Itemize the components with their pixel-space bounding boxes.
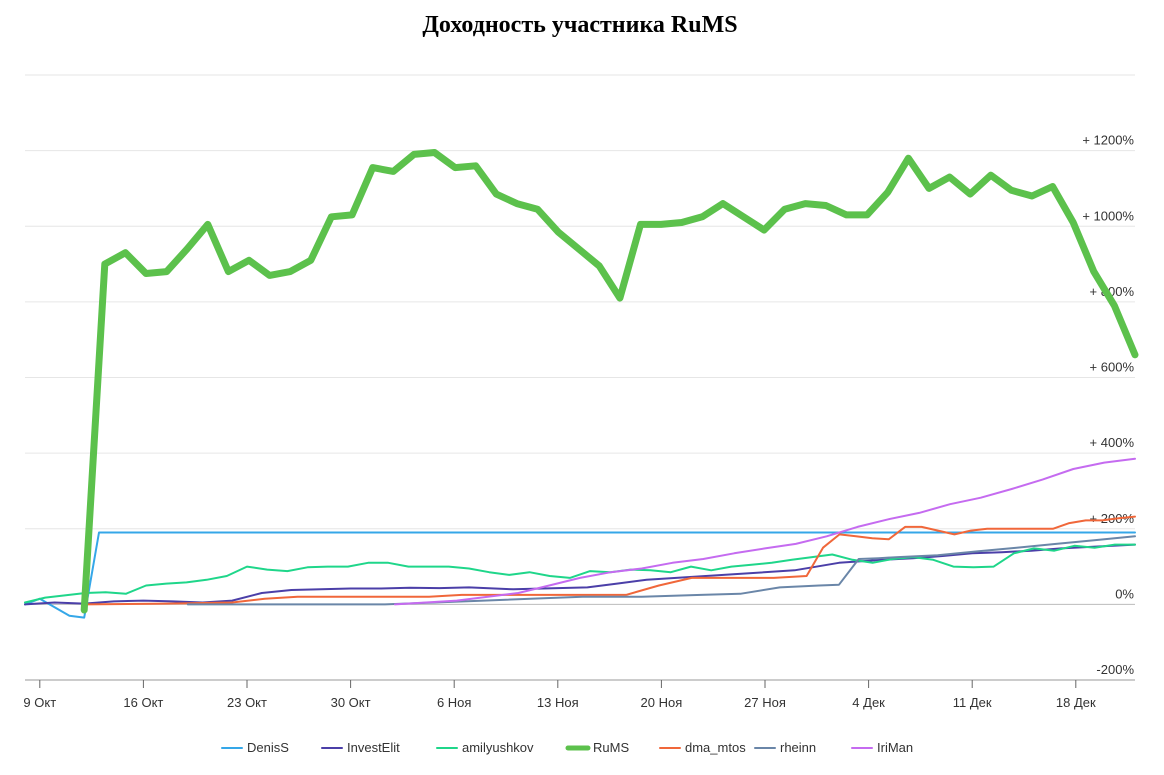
legend-item-iriman[interactable]: IriMan bbox=[851, 740, 913, 755]
x-tick-label: 13 Ноя bbox=[537, 695, 579, 710]
plot-area bbox=[24, 149, 1139, 619]
y-tick-label: 0% bbox=[1115, 586, 1134, 601]
series-line-investelit bbox=[24, 543, 1136, 606]
x-tick-label: 11 Дек bbox=[953, 695, 992, 710]
y-tick-label: + 400% bbox=[1090, 435, 1135, 450]
x-tick-label: 20 Ноя bbox=[641, 695, 683, 710]
chart-title: Доходность участника RuMS bbox=[422, 12, 737, 38]
x-tick-label: 23 Окт bbox=[227, 695, 267, 710]
legend: DenisS InvestElit amilyushkov RuMS dma_mtos r… bbox=[221, 740, 913, 755]
series-line-iriman bbox=[394, 457, 1136, 606]
x-tick-label: 9 Окт bbox=[23, 695, 56, 710]
x-tick-label: 4 Дек bbox=[852, 695, 885, 710]
legend-label: IriMan bbox=[877, 740, 913, 755]
legend-label: RuMS bbox=[593, 740, 629, 755]
legend-label: rheinn bbox=[780, 740, 816, 755]
legend-label: InvestElit bbox=[347, 740, 400, 755]
legend-label: dma_mtos bbox=[685, 740, 746, 755]
gridlines bbox=[25, 74, 1135, 681]
x-tick-label: 6 Ноя bbox=[437, 695, 472, 710]
legend-label: DenisS bbox=[247, 740, 289, 755]
legend-item-dma_mtos[interactable]: dma_mtos bbox=[659, 740, 746, 755]
y-tick-label: + 600% bbox=[1090, 360, 1135, 375]
x-tick-label: 16 Окт bbox=[123, 695, 163, 710]
legend-item-investelit[interactable]: InvestElit bbox=[321, 740, 400, 755]
y-axis: -200%0%+ 200%+ 400%+ 600%+ 800%+ 1000%+ … bbox=[1082, 133, 1134, 677]
series-line-dma_mtos bbox=[83, 515, 1136, 606]
series-line-rums bbox=[80, 149, 1139, 614]
series-line-amilyushkov bbox=[24, 543, 1136, 604]
x-axis: 9 Окт 16 Окт 23 Окт 30 Окт 6 Ноя 13 Ноя 20 Ноя… bbox=[23, 679, 1135, 710]
x-tick-label: 30 Окт bbox=[331, 695, 371, 710]
legend-label: amilyushkov bbox=[462, 740, 534, 755]
x-tick-label: 27 Ноя bbox=[744, 695, 786, 710]
y-tick-label: + 1000% bbox=[1082, 208, 1134, 223]
series-line-rheinn bbox=[186, 535, 1136, 606]
x-tick-label: 18 Дек bbox=[1056, 695, 1096, 710]
legend-item-deniss[interactable]: DenisS bbox=[221, 740, 289, 755]
legend-item-rums[interactable]: RuMS bbox=[565, 740, 629, 755]
y-tick-label: + 1200% bbox=[1082, 133, 1134, 148]
y-tick-label: -200% bbox=[1096, 662, 1134, 677]
legend-item-amilyushkov[interactable]: amilyushkov bbox=[436, 740, 534, 755]
legend-item-rheinn[interactable]: rheinn bbox=[754, 740, 816, 755]
